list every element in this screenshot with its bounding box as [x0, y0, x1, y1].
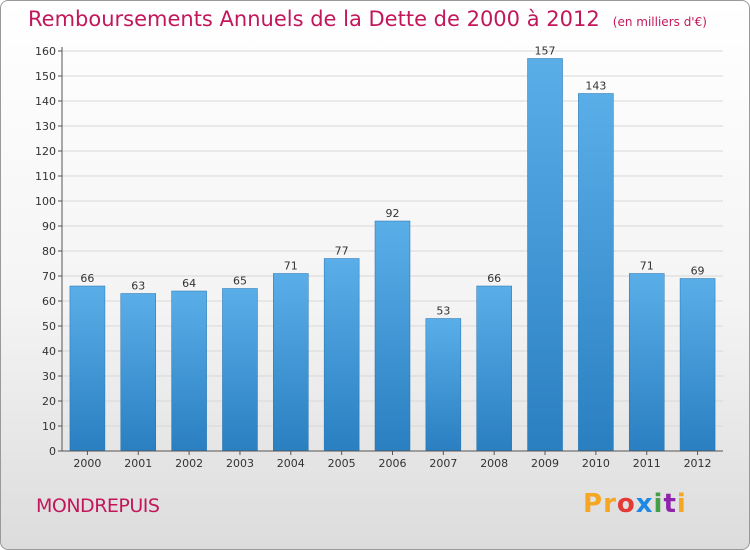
- bar-value-label: 66: [80, 272, 94, 285]
- x-tick-label: 2008: [480, 457, 508, 470]
- y-tick-label: 50: [42, 320, 56, 333]
- y-tick-label: 90: [42, 220, 56, 233]
- y-tick-label: 60: [42, 295, 56, 308]
- proxiti-logo: Proxiti: [583, 489, 687, 519]
- x-tick-label: 2012: [684, 457, 712, 470]
- bar: [578, 93, 614, 452]
- bar: [273, 273, 309, 452]
- bar-value-label: 66: [487, 272, 501, 285]
- chart-title: Remboursements Annuels de la Dette de 20…: [28, 7, 707, 31]
- x-tick-label: 2009: [531, 457, 559, 470]
- bar: [171, 290, 207, 452]
- x-tick-label: 2000: [73, 457, 101, 470]
- x-tick-label: 2010: [582, 457, 610, 470]
- y-tick-label: 160: [35, 45, 56, 58]
- title-main: Remboursements Annuels de la Dette de 20…: [28, 7, 600, 31]
- y-tick-label: 20: [42, 395, 56, 408]
- y-tick-label: 70: [42, 270, 56, 283]
- bar-value-label: 71: [284, 260, 298, 273]
- bar: [323, 258, 360, 452]
- x-tick-label: 2002: [175, 457, 203, 470]
- bar: [628, 273, 665, 452]
- bar-value-label: 63: [131, 280, 145, 293]
- x-tick-label: 2003: [226, 457, 254, 470]
- y-tick-label: 100: [35, 195, 56, 208]
- bar-value-label: 65: [233, 275, 247, 288]
- x-tick-label: 2007: [429, 457, 457, 470]
- town-name: MONDREPUIS: [36, 495, 160, 517]
- logo-letter: P: [583, 489, 604, 519]
- logo-letter: t: [663, 489, 677, 519]
- x-tick-label: 2004: [277, 457, 305, 470]
- title-unit: (en milliers d'€): [612, 15, 707, 29]
- x-tick-label: 2005: [328, 457, 356, 470]
- y-tick-label: 110: [35, 170, 56, 183]
- y-tick-label: 40: [42, 345, 56, 358]
- bar-value-label: 143: [585, 80, 606, 93]
- bar-value-label: 92: [386, 207, 400, 220]
- y-tick-label: 150: [35, 70, 56, 83]
- y-tick-label: 80: [42, 245, 56, 258]
- bar: [527, 58, 563, 452]
- bar: [69, 285, 106, 452]
- y-tick-label: 10: [42, 420, 56, 433]
- bar-value-label: 71: [640, 260, 654, 273]
- bar: [425, 318, 462, 452]
- bar-value-label: 53: [436, 305, 450, 318]
- logo-letter: x: [635, 489, 654, 519]
- y-tick-label: 30: [42, 370, 56, 383]
- x-tick-label: 2006: [379, 457, 407, 470]
- logo-letter: r: [603, 489, 617, 519]
- bar: [374, 220, 411, 452]
- y-tick-label: 0: [49, 445, 56, 458]
- y-tick-label: 130: [35, 120, 56, 133]
- logo-letter: o: [616, 489, 636, 519]
- bar: [222, 288, 258, 452]
- bar-value-label: 157: [535, 45, 556, 58]
- bar: [120, 293, 157, 452]
- x-tick-label: 2001: [124, 457, 152, 470]
- y-tick-label: 120: [35, 145, 56, 158]
- logo-letter: i: [676, 489, 687, 519]
- bar-value-label: 77: [335, 245, 349, 258]
- bar: [679, 278, 716, 452]
- bar-value-label: 64: [182, 277, 196, 290]
- bar: [476, 285, 512, 452]
- bar-value-label: 69: [691, 265, 705, 278]
- logo-letter: i: [653, 489, 664, 519]
- y-tick-label: 140: [35, 95, 56, 108]
- x-tick-label: 2011: [633, 457, 661, 470]
